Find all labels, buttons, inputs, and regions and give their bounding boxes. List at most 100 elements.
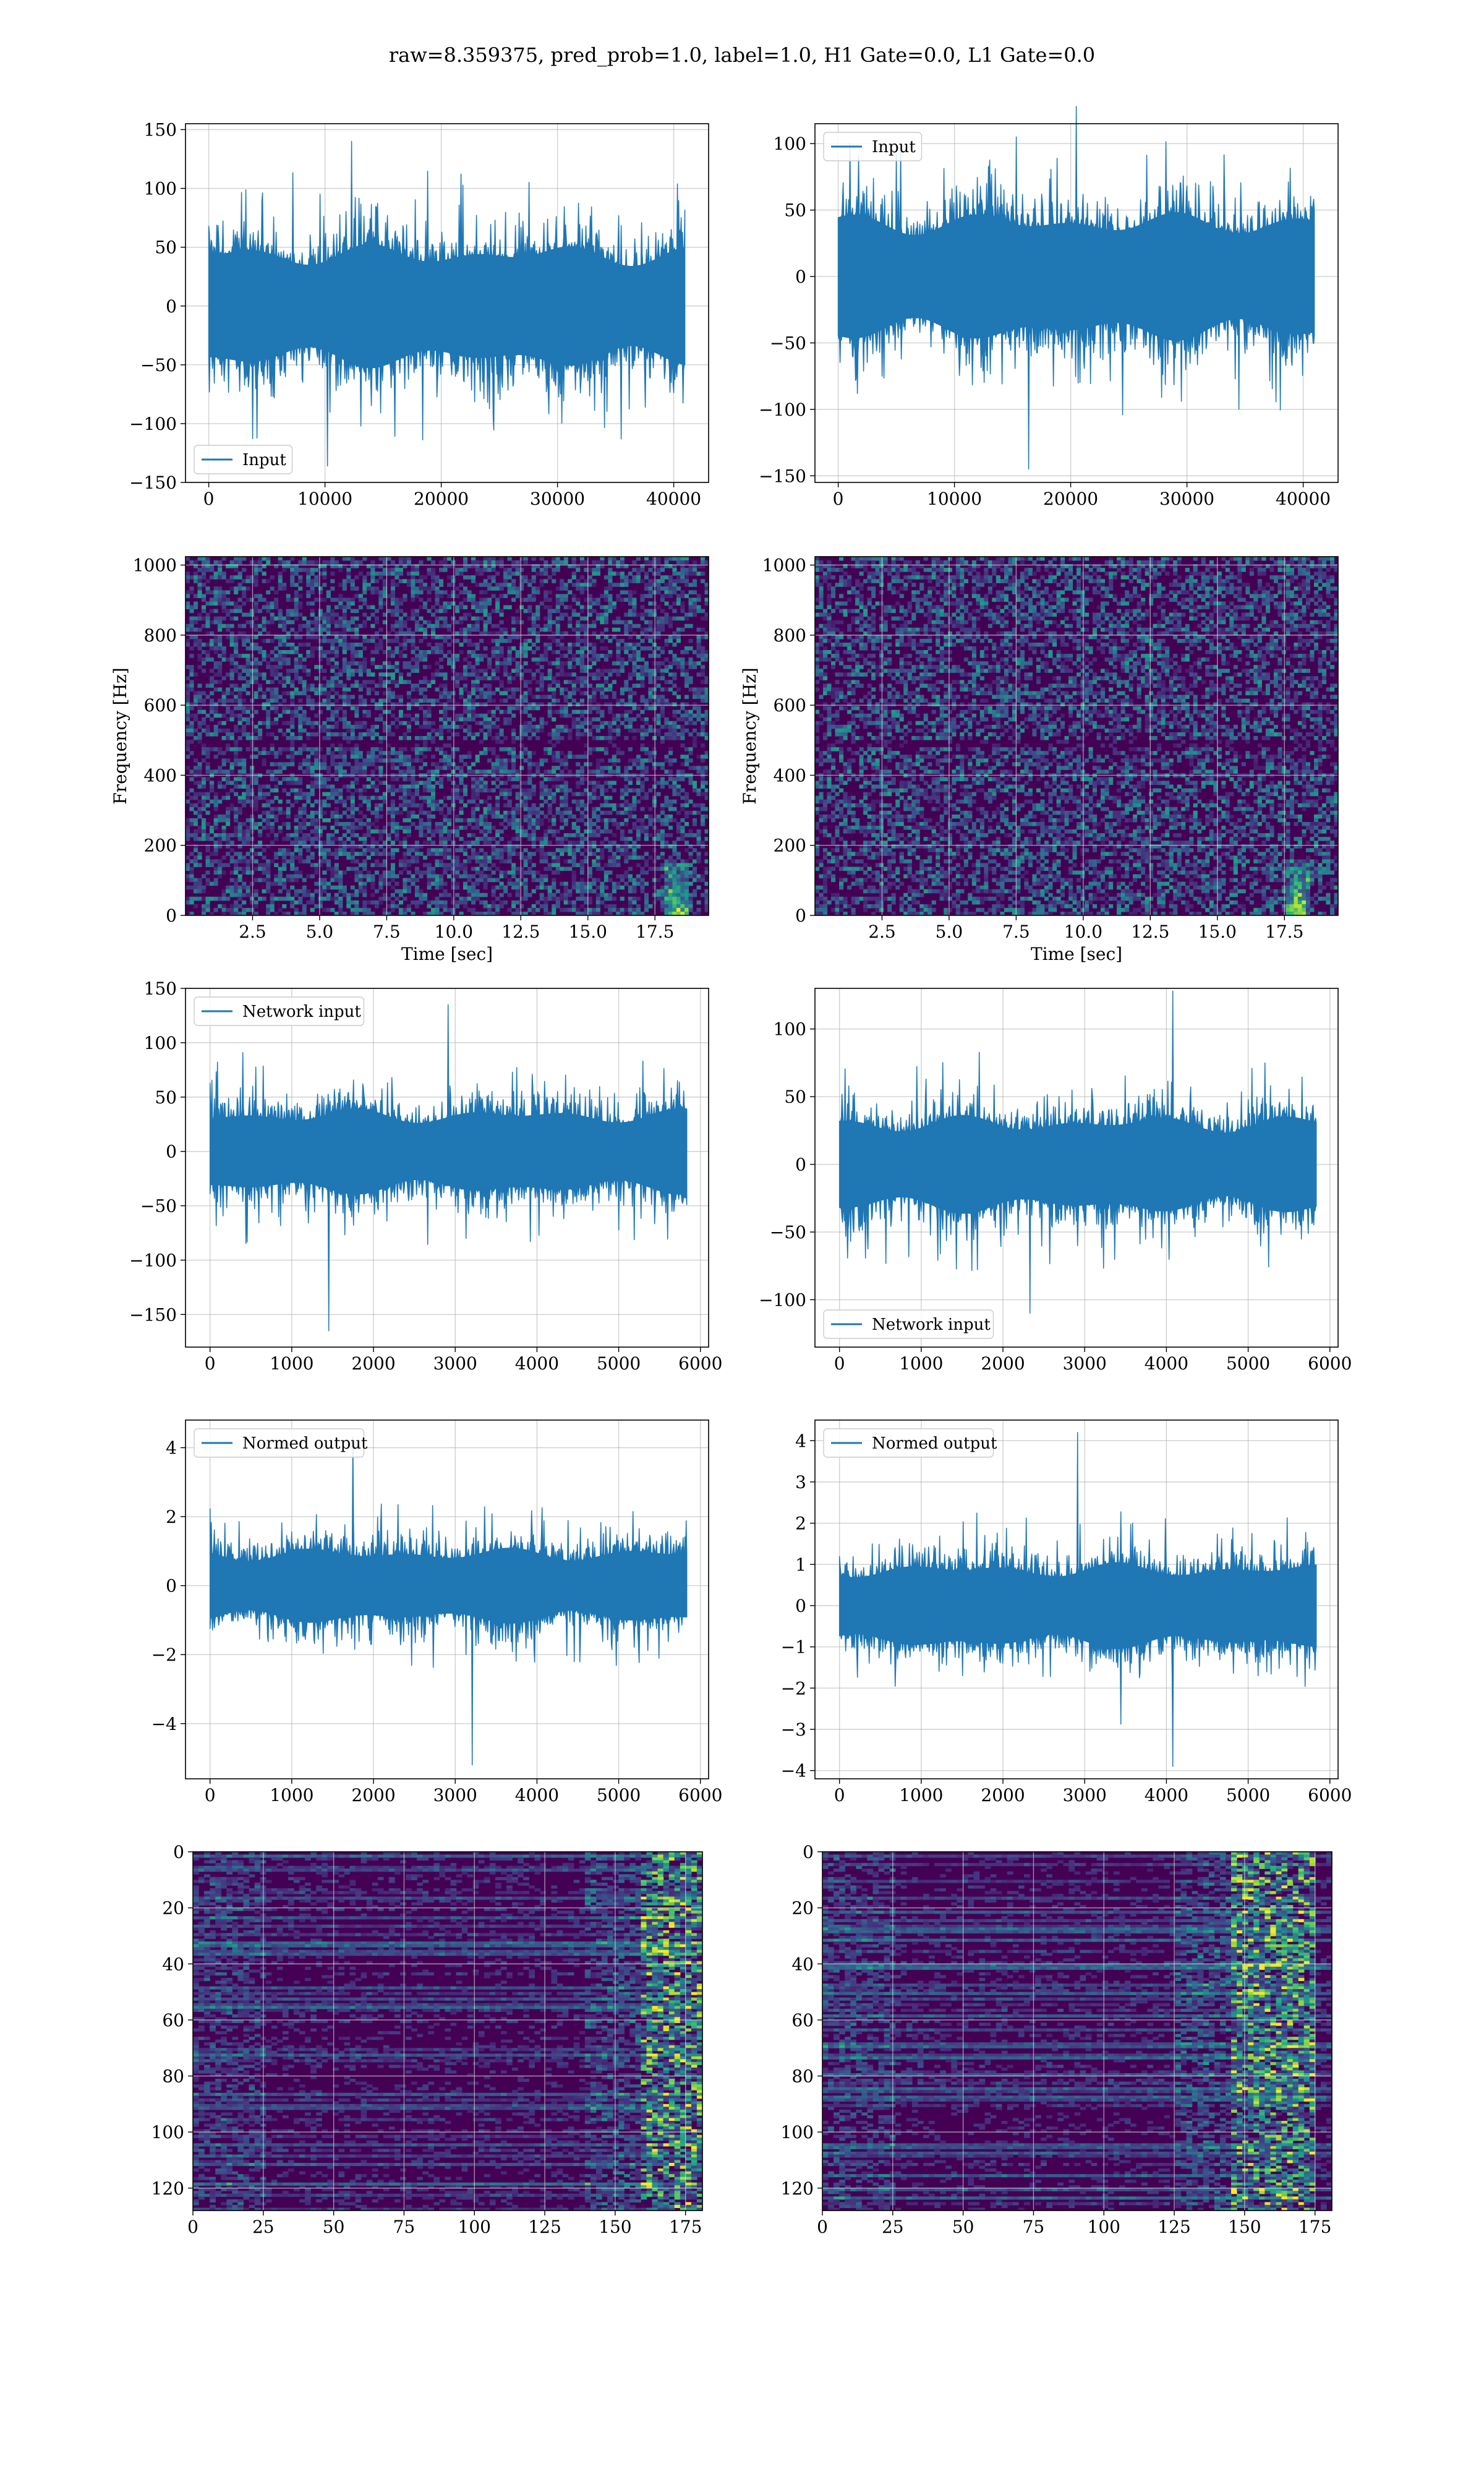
input-l1-legend: Input xyxy=(823,132,923,161)
spectrogram-l1-xlabel: Time [sec] xyxy=(1031,944,1122,964)
input-h1-axes-frame xyxy=(185,123,709,483)
network-input-l1-legend-label: Network input xyxy=(872,1316,991,1334)
input-l1-legend-label: Input xyxy=(872,138,916,156)
feature-map-h1-ytick-label: 80 xyxy=(162,2066,184,2087)
input-l1-xtick-label: 30000 xyxy=(1159,489,1214,509)
input-h1-xtick-label: 40000 xyxy=(646,489,701,509)
normed-output-l1-ytick-label: 0 xyxy=(795,1596,806,1616)
spectrogram-h1-ytick-label: 0 xyxy=(166,905,177,926)
normed-output-h1-ytick-label: 4 xyxy=(166,1438,177,1458)
network-input-l1-xtick-label: 3000 xyxy=(1063,1353,1107,1374)
figure-title: raw=8.359375, pred_prob=1.0, label=1.0, … xyxy=(389,43,1095,67)
feature-map-l1-ytick-label: 120 xyxy=(781,2178,814,2199)
normed-output-h1-legend-label: Normed output xyxy=(242,1434,368,1453)
spectrogram-l1-axes-frame xyxy=(814,556,1339,916)
normed-output-h1-series-trace xyxy=(209,1437,688,1766)
normed-output-l1-ytick-label: −4 xyxy=(781,1761,806,1781)
network-input-h1-xtick-label: 2000 xyxy=(351,1353,395,1374)
network-input-l1-xtick-label: 6000 xyxy=(1308,1353,1352,1374)
normed-output-l1-xtick-label: 2000 xyxy=(981,1785,1025,1805)
normed-output-h1-ytick-label: −4 xyxy=(151,1714,177,1734)
spectrogram-l1-ytick-label: 800 xyxy=(774,625,806,646)
feature-map-h1-xtick-label: 175 xyxy=(669,2217,702,2237)
feature-map-l1-xtick-label: 50 xyxy=(952,2217,974,2237)
normed-output-h1-xtick-label: 1000 xyxy=(270,1785,313,1805)
feature-map-h1-xtick-label: 125 xyxy=(528,2217,561,2237)
network-input-l1-panel: 0 1000 2000 3000 4000 5000 6000 −100 −50 0 50 100 Ne… xyxy=(759,988,1352,1374)
spectrogram-l1-ytick-label: 1000 xyxy=(762,555,806,576)
normed-output-l1-axes-frame xyxy=(814,1419,1339,1779)
feature-map-l1-heatmap xyxy=(822,1852,1333,2211)
feature-map-l1-xtick-label: 100 xyxy=(1088,2217,1120,2237)
spectrogram-l1-ytick-label: 0 xyxy=(795,905,806,926)
network-input-l1-ytick-label: 50 xyxy=(784,1087,806,1107)
feature-map-h1-ytick-label: 100 xyxy=(151,2122,184,2142)
input-l1-ytick-label: 50 xyxy=(784,200,806,221)
network-input-h1-axes-frame xyxy=(185,988,709,1348)
normed-output-h1-ytick-label: 0 xyxy=(166,1576,177,1596)
spectrogram-h1-ytick-label: 400 xyxy=(144,765,177,785)
network-input-l1-ytick-label: 0 xyxy=(795,1155,806,1175)
normed-output-h1-xtick-label: 2000 xyxy=(351,1785,395,1805)
normed-output-h1-xtick-label: 0 xyxy=(205,1785,216,1805)
normed-output-h1-panel: 0 1000 2000 3000 4000 5000 6000 −4 −2 0 2 4 Normed o… xyxy=(151,1419,722,1805)
feature-map-h1-xtick-label: 0 xyxy=(187,2217,198,2237)
input-l1-xtick-label: 0 xyxy=(833,489,844,509)
normed-output-l1-ytick-label: 2 xyxy=(795,1513,806,1534)
spectrogram-h1-xlabel: Time [sec] xyxy=(401,944,493,964)
network-input-h1-xtick-label: 4000 xyxy=(515,1353,559,1374)
network-input-h1-ytick-label: 100 xyxy=(144,1033,177,1053)
spectrogram-l1-xtick-label: 5.0 xyxy=(936,922,963,942)
normed-output-l1-xtick-label: 4000 xyxy=(1145,1785,1188,1805)
feature-map-h1-ytick-label: 40 xyxy=(162,1954,184,1974)
normed-output-l1-ytick-label: 4 xyxy=(795,1431,806,1451)
feature-map-l1-ytick-label: 100 xyxy=(781,2122,814,2142)
input-h1-xtick-label: 0 xyxy=(203,489,215,509)
network-input-h1-xtick-label: 1000 xyxy=(270,1353,313,1374)
input-l1-xtick-label: 40000 xyxy=(1276,489,1331,509)
normed-output-l1-xtick-label: 6000 xyxy=(1308,1785,1352,1805)
input-l1-series-trace xyxy=(837,106,1315,470)
feature-map-l1-ytick-label: 60 xyxy=(791,2010,814,2031)
network-input-l1-ytick-label: −100 xyxy=(759,1290,806,1310)
spectrogram-h1-xtick-label: 7.5 xyxy=(373,922,401,942)
input-h1-ytick-label: 150 xyxy=(144,120,177,140)
spectrogram-h1-xtick-label: 12.5 xyxy=(501,922,540,942)
feature-map-l1-xtick-label: 75 xyxy=(1023,2217,1045,2237)
feature-map-l1-axes-frame xyxy=(822,1851,1333,2211)
feature-map-h1-ytick-label: 60 xyxy=(162,2010,184,2031)
input-l1-ytick-label: 0 xyxy=(795,267,806,287)
input-l1-panel: 0 10000 20000 30000 40000 −150 −100 −50 0 50 100 In… xyxy=(759,106,1339,509)
input-l1-ytick-label: −150 xyxy=(759,466,806,486)
network-input-h1-ytick-label: 150 xyxy=(144,978,177,999)
network-input-h1-legend-box xyxy=(194,996,365,1026)
input-l1-axes-frame xyxy=(814,123,1339,483)
spectrogram-h1-axes-frame xyxy=(185,556,709,916)
normed-output-l1-xtick-label: 1000 xyxy=(899,1785,943,1805)
network-input-h1-legend-label: Network input xyxy=(242,1003,361,1021)
network-input-h1-ytick-label: −50 xyxy=(140,1196,177,1217)
normed-output-l1-legend-label: Normed output xyxy=(872,1434,997,1453)
feature-map-h1-ytick-label: 20 xyxy=(162,1898,184,1919)
network-input-l1-xtick-label: 1000 xyxy=(899,1353,943,1374)
network-input-h1-xtick-label: 3000 xyxy=(433,1353,477,1374)
normed-output-h1-xtick-label: 3000 xyxy=(433,1785,477,1805)
normed-output-l1-ytick-label: −1 xyxy=(781,1637,806,1658)
normed-output-l1-series-trace xyxy=(838,1432,1317,1767)
spectrogram-l1-ytick-label: 600 xyxy=(774,695,806,716)
feature-map-h1-heatmap xyxy=(193,1852,703,2211)
normed-output-h1-ytick-label: 2 xyxy=(166,1507,177,1527)
network-input-h1-ytick-label: −100 xyxy=(129,1250,177,1270)
normed-output-l1-xtick-label: 0 xyxy=(834,1785,845,1805)
spectrogram-l1-xtick-label: 15.0 xyxy=(1198,922,1237,942)
spectrogram-l1-ylabel: Frequency [Hz] xyxy=(740,667,760,804)
feature-map-h1-panel: 0 25 50 75 100 125 150 175 0 20 40 60 80 100 120 xyxy=(151,1842,703,2237)
input-h1-legend-label: Input xyxy=(242,451,286,469)
input-h1-ytick-label: −100 xyxy=(129,414,177,434)
normed-output-l1-xtick-label: 5000 xyxy=(1226,1785,1270,1805)
input-h1-xtick-label: 10000 xyxy=(297,489,352,509)
network-input-l1-xtick-label: 2000 xyxy=(981,1353,1025,1374)
network-input-l1-series-trace xyxy=(838,990,1317,1314)
spectrogram-l1-xtick-label: 12.5 xyxy=(1131,922,1169,942)
